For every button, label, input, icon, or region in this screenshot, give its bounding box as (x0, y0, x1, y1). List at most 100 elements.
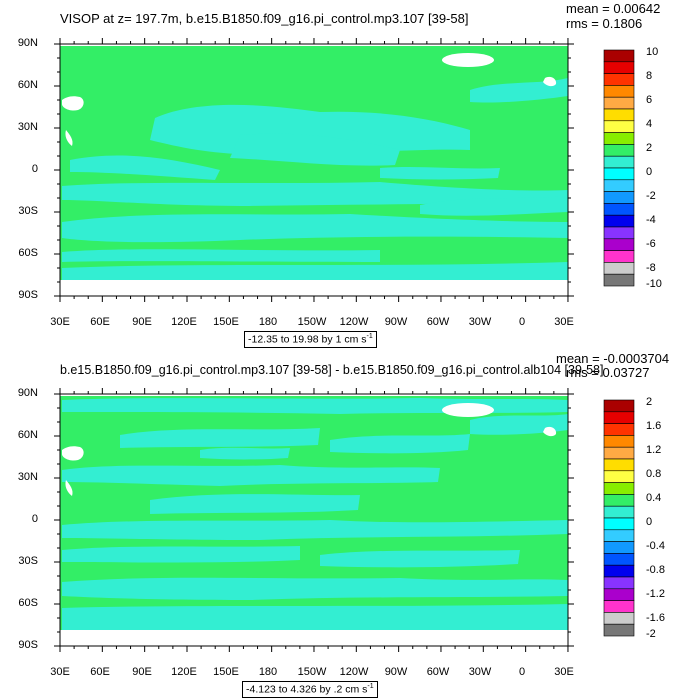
colorbar-label: 4 (646, 118, 653, 130)
colorbar-swatch (603, 494, 635, 507)
colorbar-swatch (603, 120, 635, 133)
colorbar-swatch (603, 250, 635, 263)
range-text: -4.123 to 4.326 by .2 cm s (246, 683, 368, 696)
colorbar-label: -1.6 (646, 612, 665, 624)
lon-label: 30E (50, 316, 70, 328)
lon-label: 30E (50, 666, 70, 678)
panel-title: VISOP at z= 197.7m, b.e15.B1850.f09_g16.… (60, 11, 469, 26)
colorbar-swatch (603, 470, 635, 483)
lon-label: 30E (554, 316, 574, 328)
colorbar-swatch (603, 49, 635, 63)
colorbar-swatch (603, 458, 635, 472)
field-cyan-regions (62, 78, 568, 280)
colorbar-swatch (603, 435, 635, 448)
lat-label: 60S (18, 247, 38, 259)
colorbar-label: -4 (646, 214, 656, 226)
lon-label: 30W (468, 666, 492, 678)
lat-label: 60N (17, 429, 38, 441)
field-cyan-regions (62, 398, 568, 630)
colorbar-swatch (603, 482, 635, 495)
colorbar-swatch (603, 529, 635, 542)
colorbar (603, 399, 635, 637)
colorbar-swatch (603, 600, 635, 613)
colorbar-swatch (603, 167, 635, 181)
colorbar-label: 8 (646, 70, 653, 82)
contour-range-box: -12.35 to 19.98 by 1 cm s-1 (244, 331, 377, 348)
rms-value: rms = 0.03727 (566, 365, 650, 380)
lon-label: 60W (426, 666, 450, 678)
colorbar-swatch (603, 179, 635, 192)
panel-title: b.e15.B1850.f09_g16.pi_control.mp3.107 [… (60, 363, 604, 377)
colorbar-label: 6 (646, 94, 653, 106)
colorbar-swatch (603, 61, 635, 74)
lon-label: 120W (339, 666, 369, 678)
colorbar-swatch (603, 588, 635, 601)
colorbar-swatch (603, 203, 635, 216)
lon-label: 120E (171, 316, 197, 328)
colorbar-swatch (603, 576, 635, 590)
colorbar-label: -0.8 (646, 564, 665, 576)
colorbar-swatch (603, 85, 635, 98)
lon-label: 150W (297, 666, 327, 678)
lon-label: 150E (213, 666, 239, 678)
lat-label: 0 (31, 163, 38, 175)
lon-label: 60E (90, 316, 110, 328)
colorbar-swatch (603, 423, 635, 436)
land-mask (60, 394, 568, 646)
colorbar-label: -2 (646, 628, 656, 640)
lon-label: 120E (171, 666, 197, 678)
colorbar-label: 0 (646, 166, 653, 178)
lat-label: 90S (18, 639, 38, 651)
lat-label: 90S (18, 289, 38, 301)
colorbar-swatch (603, 226, 635, 240)
colorbar-swatch (603, 446, 635, 460)
lat-label: 90N (17, 37, 38, 49)
colorbar-label: -2 (646, 190, 656, 202)
colorbar-label: 1.2 (646, 444, 662, 456)
colorbar-swatch (603, 564, 635, 578)
colorbar-swatch (603, 612, 635, 625)
contour-range-box: -4.123 to 4.326 by .2 cm s-1 (242, 681, 378, 698)
map-panel-top: VISOP at z= 197.7m, b.e15.B1850.f09_g16.… (17, 1, 662, 348)
mean-value: mean = -0.0003704 (556, 351, 670, 366)
colorbar-swatch (603, 214, 635, 228)
map-svg (54, 388, 635, 652)
colorbar-swatch (603, 155, 635, 169)
colorbar-swatch (603, 108, 635, 122)
colorbar (603, 49, 635, 287)
lon-label: 150E (213, 316, 239, 328)
colorbar-label: 0.4 (646, 492, 662, 504)
lat-label: 30S (18, 555, 38, 567)
lon-label: 0 (518, 666, 526, 678)
colorbar-label: 0.8 (646, 468, 662, 480)
mean-value: mean = 0.00642 (566, 1, 661, 16)
lon-label: 30W (468, 316, 492, 328)
colorbar-label: 2 (646, 396, 653, 408)
lat-label: 30N (17, 121, 38, 133)
colorbar-swatch (603, 553, 635, 566)
colorbar-swatch (603, 517, 635, 531)
lat-ticks (54, 38, 574, 302)
colorbar-swatch (603, 132, 635, 145)
lon-label: 60W (426, 316, 450, 328)
lon-label: 180 (258, 666, 278, 678)
range-exponent: -1 (367, 683, 374, 690)
lat-label: 0 (31, 513, 38, 525)
colorbar-swatch (603, 411, 635, 424)
lon-label: 90W (384, 666, 408, 678)
colorbar-swatch (603, 191, 635, 204)
lon-label: 150W (297, 316, 327, 328)
lon-label: 180 (258, 316, 278, 328)
colorbar-swatch (603, 144, 635, 157)
lon-label: 90W (384, 316, 408, 328)
map-panel-bottom: b.e15.B1850.f09_g16.pi_control.mp3.107 [… (0, 350, 700, 700)
colorbar-label: -6 (646, 238, 656, 250)
rms-value: rms = 0.1806 (566, 16, 643, 31)
colorbar-label: -10 (646, 278, 662, 290)
colorbar-swatch (603, 73, 635, 86)
colorbar-label: -0.4 (646, 540, 665, 552)
colorbar-swatch (603, 273, 635, 287)
colorbar-swatch (603, 623, 635, 637)
lon-label: 90E (132, 316, 152, 328)
lon-label: 90E (132, 666, 152, 678)
